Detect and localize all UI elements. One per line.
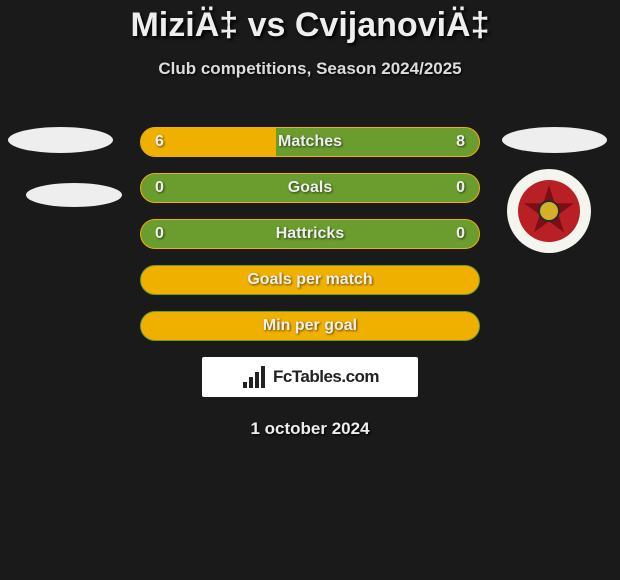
team-badge-right-2 bbox=[507, 169, 591, 253]
stat-label: Goals per match bbox=[141, 271, 479, 289]
crest-center-icon bbox=[538, 200, 560, 222]
team-badge-right-1 bbox=[502, 127, 607, 153]
brand-text: FcTables.com bbox=[273, 367, 379, 387]
team-badge-left-1 bbox=[8, 127, 113, 153]
stat-row-mpg: Min per goal bbox=[140, 311, 480, 341]
stat-label: Matches bbox=[141, 133, 479, 151]
infographic-root: MiziÄ‡ vs CvijanoviÄ‡ Club competitions,… bbox=[0, 0, 620, 439]
left-badges bbox=[8, 127, 128, 207]
stat-label: Goals bbox=[141, 179, 479, 197]
stat-row-hattricks: 0 Hattricks 0 bbox=[140, 219, 480, 249]
stat-row-matches: 6 Matches 8 bbox=[140, 127, 480, 157]
page-subtitle: Club competitions, Season 2024/2025 bbox=[0, 59, 620, 79]
stats-area: 6 Matches 8 0 Goals 0 0 Hattricks 0 Goal… bbox=[0, 127, 620, 341]
stat-label: Hattricks bbox=[141, 225, 479, 243]
brand-logo: FcTables.com bbox=[202, 357, 418, 397]
page-title: MiziÄ‡ vs CvijanoviÄ‡ bbox=[0, 6, 620, 45]
crest-icon bbox=[518, 180, 580, 242]
stat-row-gpm: Goals per match bbox=[140, 265, 480, 295]
stat-rows: 6 Matches 8 0 Goals 0 0 Hattricks 0 Goal… bbox=[140, 127, 480, 341]
stat-row-goals: 0 Goals 0 bbox=[140, 173, 480, 203]
bars-icon bbox=[241, 366, 267, 388]
stat-label: Min per goal bbox=[141, 317, 479, 335]
footer-date: 1 october 2024 bbox=[0, 419, 620, 439]
right-badges bbox=[492, 127, 612, 253]
team-badge-left-2 bbox=[26, 183, 122, 207]
